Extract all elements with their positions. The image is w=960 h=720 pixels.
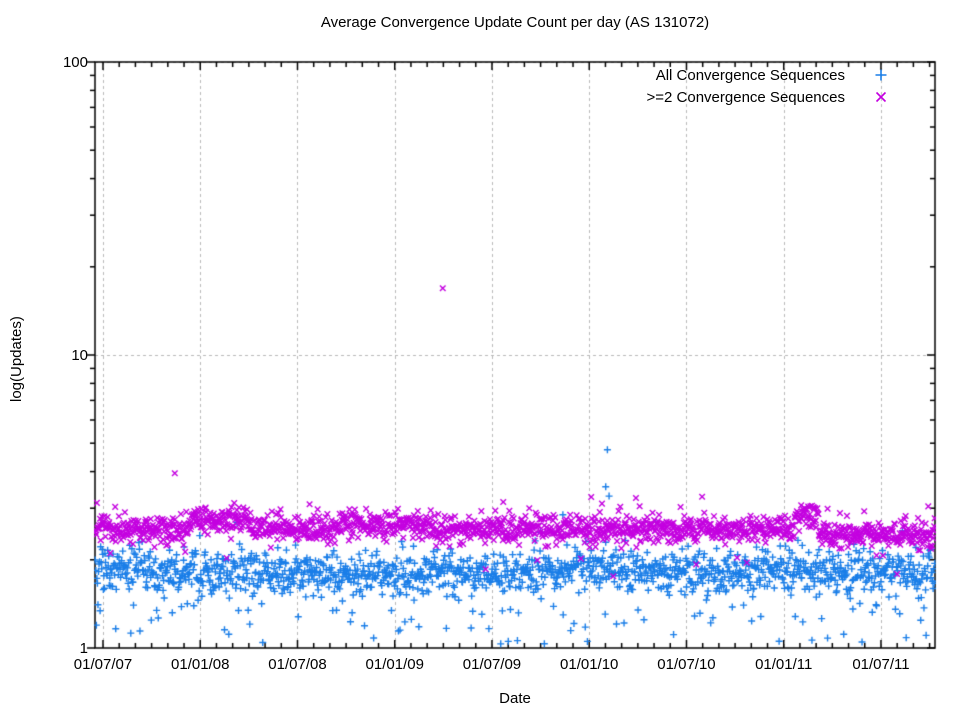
x-tick-label: 01/01/09	[365, 656, 424, 673]
y-tick-label: 10	[71, 347, 88, 364]
x-tick-label: 01/07/09	[462, 656, 522, 673]
x-tick-label: 01/07/11	[852, 656, 910, 673]
x-tick-label: 01/01/10	[560, 656, 619, 673]
y-axis-title: log(Updates)	[8, 316, 25, 402]
legend: All Convergence Sequences >=2 Convergenc…	[647, 64, 917, 108]
x-tick-label: 01/07/10	[657, 656, 716, 673]
x-tick-label: 01/07/08	[268, 656, 327, 673]
chart-title: Average Convergence Update Count per day…	[320, 14, 710, 31]
x-tick-label: 01/01/11	[755, 656, 813, 673]
y-tick-label: 100	[62, 54, 88, 71]
x-tick-label: 01/01/08	[171, 656, 230, 673]
legend-row-all-sequences: All Convergence Sequences	[647, 64, 917, 86]
x-tick-label: 01/07/07	[73, 656, 133, 673]
x-axis-title: Date	[499, 690, 531, 707]
cross-marker-icon	[845, 89, 917, 105]
plus-marker-icon	[845, 67, 917, 83]
legend-label-all-sequences: All Convergence Sequences	[655, 66, 845, 84]
y-tick-label: 1	[79, 640, 88, 657]
legend-label-ge2-sequences: >=2 Convergence Sequences	[646, 88, 845, 106]
legend-row-ge2-sequences: >=2 Convergence Sequences	[647, 86, 917, 108]
